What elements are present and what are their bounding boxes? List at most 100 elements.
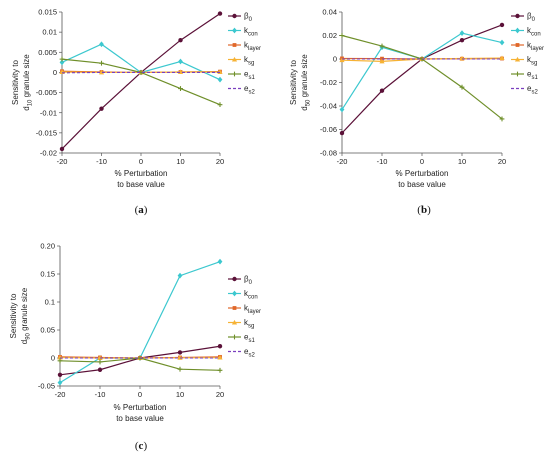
series-line-es1 [62, 59, 220, 105]
x-axis-title-line2: to base value [398, 180, 446, 189]
x-tick-label: -10 [96, 157, 107, 166]
legend-label-klayer: klayer [527, 41, 544, 53]
y-tick-label: 0.01 [42, 28, 57, 37]
legend-label-es1-sub: s1 [248, 75, 255, 81]
y-tick-label: 0.005 [38, 48, 57, 57]
legend-label-es2-sub: s2 [248, 353, 255, 359]
legend-label-beta0-sub: 0 [249, 280, 253, 286]
x-tick-label: 0 [139, 157, 143, 166]
y-tick-label: 0.20 [40, 242, 55, 251]
legend-marker-klayer [233, 43, 237, 47]
x-axis-title-line1: % Perturbation [114, 403, 167, 412]
data-point-kcon [500, 40, 505, 46]
legend-label-es1-sub: s1 [531, 75, 538, 81]
x-tick-label: 20 [216, 157, 224, 166]
data-point-es1 [340, 33, 345, 38]
data-point-es1 [218, 102, 223, 107]
legend-label-es1-sub: s1 [248, 338, 255, 344]
legend-label-kcon: kcon [244, 289, 258, 301]
x-tick-label: 20 [216, 390, 224, 399]
y-axis-title-rest: granule size [300, 54, 309, 100]
x-tick-label: 10 [458, 157, 466, 166]
data-point-kcon [99, 41, 104, 47]
legend-label-kcon: kcon [527, 26, 541, 38]
y-tick-label: 0 [53, 68, 57, 77]
data-point-beta0 [58, 373, 62, 377]
data-point-kcon [58, 380, 63, 386]
data-point-kcon [178, 59, 183, 65]
y-axis-title-line2: d10 granule size [22, 54, 34, 111]
legend-label-ksg-sub: sg [248, 324, 254, 330]
x-tick-label: 0 [138, 390, 142, 399]
data-point-es1 [218, 368, 223, 373]
data-point-kcon [178, 273, 183, 279]
legend-label-ksg-sub: sg [248, 61, 254, 67]
y-tick-label: 0.02 [322, 31, 337, 40]
x-axis-title-line2: to base value [117, 180, 165, 189]
x-tick-label: 10 [176, 157, 184, 166]
data-point-beta0 [99, 106, 103, 110]
x-tick-label: 20 [498, 157, 506, 166]
legend-label-beta0-sub: 0 [532, 17, 536, 23]
data-point-es1 [98, 360, 103, 365]
x-axis-title-line2: to base value [116, 414, 164, 423]
legend-label-klayer-sub: layer [248, 309, 261, 315]
legend-marker-es1 [515, 72, 520, 77]
series-line-kcon [342, 33, 502, 109]
y-tick-label: 0.05 [40, 326, 55, 335]
series-line-beta0 [62, 14, 220, 149]
legend: β0kconklayerksges1es2 [228, 12, 261, 96]
legend-label-es2: es2 [527, 84, 538, 96]
data-point-kcon [218, 77, 223, 83]
data-point-beta0 [178, 350, 182, 354]
data-point-es1 [178, 367, 183, 372]
legend-label-klayer-sub: layer [248, 46, 261, 52]
series-line-beta0 [342, 25, 502, 133]
data-point-beta0 [500, 23, 504, 27]
y-tick-label: -0.08 [320, 149, 337, 158]
x-tick-label: -20 [55, 390, 66, 399]
legend-label-beta0: β0 [244, 12, 253, 24]
legend-marker-kcon [515, 28, 520, 34]
legend-label-beta0: β0 [244, 275, 253, 287]
y-tick-label: 0.04 [322, 8, 337, 17]
panel-label-close: ) [427, 204, 431, 216]
y-tick-label: 0.1 [45, 298, 55, 307]
legend-label-beta0: β0 [527, 12, 536, 24]
legend-label-ksg: ksg [244, 318, 254, 330]
legend-label-ksg: ksg [527, 55, 537, 67]
data-point-kcon [218, 259, 223, 265]
y-axis-title-line2: d50 granule size [300, 54, 312, 111]
legend-marker-beta0 [515, 14, 519, 18]
panel-label-close: ) [144, 204, 148, 216]
data-point-beta0 [60, 147, 64, 151]
y-tick-label: 0 [51, 354, 55, 363]
data-point-es1 [178, 86, 183, 91]
x-axis-title-line1: % Perturbation [396, 169, 449, 178]
x-tick-label: -20 [337, 157, 348, 166]
y-tick-label: -0.02 [320, 78, 337, 87]
data-point-es1 [99, 61, 104, 66]
legend-label-ksg-sub: sg [531, 61, 537, 67]
legend-label-kcon: kcon [244, 26, 258, 38]
legend-marker-es1 [232, 335, 237, 340]
data-point-es1 [60, 57, 65, 62]
y-tick-label: -0.005 [36, 88, 57, 97]
panel-label: (a) [135, 204, 148, 216]
legend-label-es1: es1 [244, 333, 255, 345]
legend-label-es1: es1 [527, 70, 538, 82]
data-point-beta0 [340, 131, 344, 135]
y-axis-title-line1: Sensitivity to [11, 59, 20, 104]
data-point-beta0 [178, 38, 182, 42]
y-tick-label: -0.05 [38, 382, 55, 391]
legend-label-klayer-sub: layer [531, 46, 544, 52]
y-tick-label: -0.01 [40, 108, 57, 117]
y-tick-label: -0.02 [40, 149, 57, 158]
x-tick-label: -10 [95, 390, 106, 399]
panel-label-close: ) [143, 440, 147, 452]
legend-label-es2: es2 [244, 84, 255, 96]
legend-label-ksg: ksg [244, 55, 254, 67]
